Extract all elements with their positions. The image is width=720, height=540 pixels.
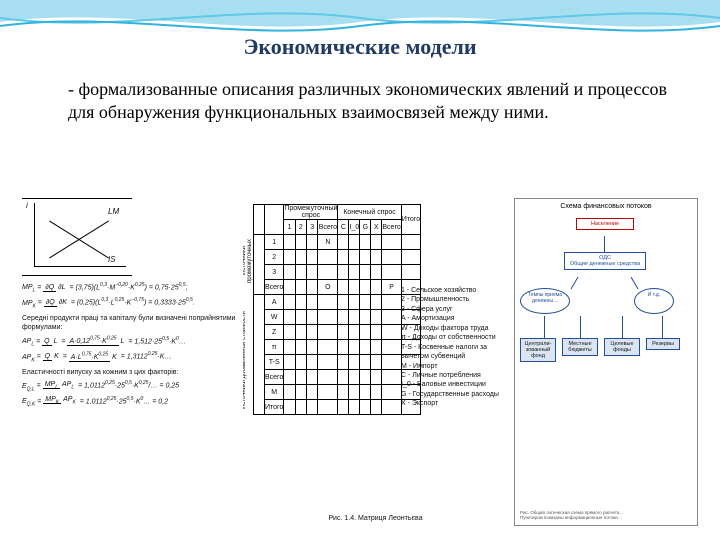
node-b1: Централи-зованныйфонд	[520, 338, 556, 362]
is-label: IS	[108, 255, 116, 264]
side-header-bot: Источники добавленной стоимости	[243, 300, 247, 420]
node-b2: Местныебюджеты	[562, 338, 598, 356]
node-ellipse-1: Темпы приема денежны…	[520, 288, 570, 314]
slide-title: Экономические модели	[40, 34, 680, 60]
figures-row: i LM IS MPL = ∂Q∂L = (3,75)(L0,3·M−0,20·…	[22, 198, 698, 526]
flow-footer: Рис. Общая логическая схема прямого расч…	[520, 510, 692, 520]
left-formula-panel: i LM IS MPL = ∂Q∂L = (3,75)(L0,3·M−0,20·…	[22, 198, 237, 526]
node-b3: Целевыефонды	[604, 338, 640, 356]
node-b4: Резервы	[646, 338, 680, 350]
formula-block: MPL = ∂Q∂L = (3,75)(L0,3·M−0,20·K0,25) =…	[22, 282, 237, 408]
slide: Экономические модели - формализованные о…	[0, 0, 720, 540]
islm-chart: i LM IS	[22, 198, 132, 276]
leontief-table: Промежуточный спрос Конечный спрос Итого…	[253, 204, 421, 415]
node-ellipse-2: И т.д.	[634, 288, 674, 314]
caption: Рис. 1.4. Матриця Леонтьєва	[243, 515, 508, 522]
lm-label: LM	[108, 207, 119, 216]
flow-panel: Схема финансовых потоков Население ОДСОб…	[514, 198, 698, 526]
node-population: Население	[576, 218, 634, 230]
slide-body: - формализованные описания различных эко…	[68, 78, 680, 123]
leontief-panel: Источники промежуточных продуктов Источн…	[243, 198, 508, 526]
legend: 1 - Сельское хозяйство2 - Промышленность…	[401, 286, 504, 409]
node-ods: ОДСОбщие денежные средства	[564, 252, 646, 270]
flow-title: Схема финансовых потоков	[519, 203, 693, 210]
